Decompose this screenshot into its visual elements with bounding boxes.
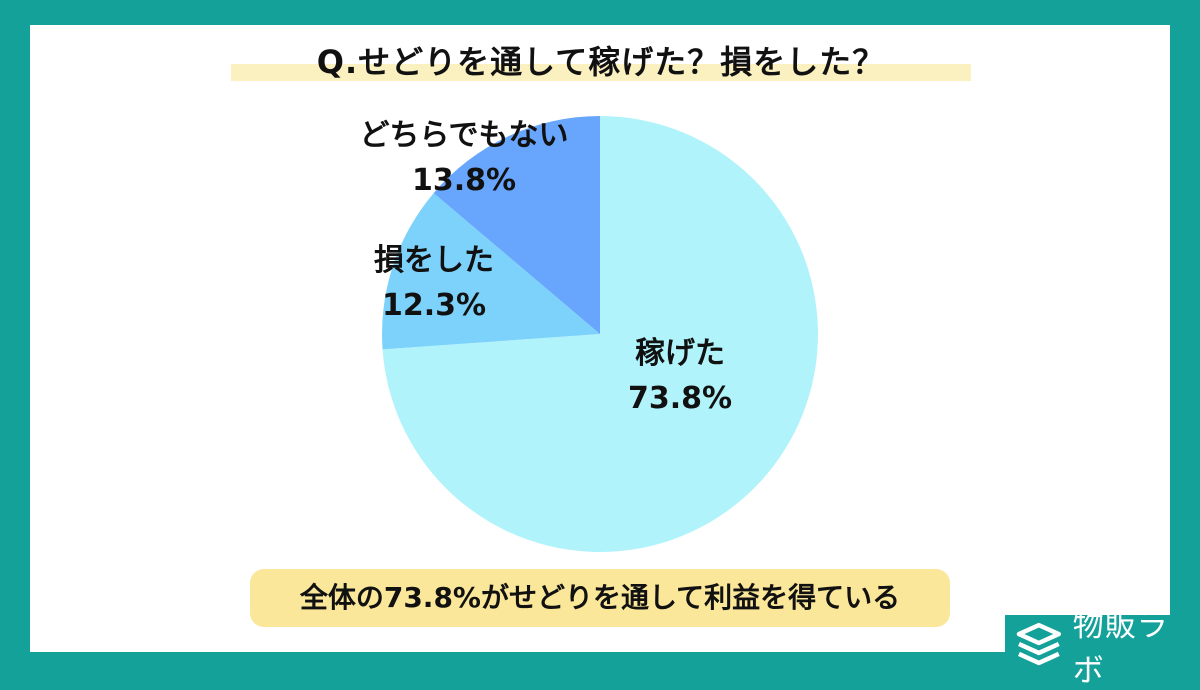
slice-value-label: 73.8%: [628, 381, 732, 416]
slice-label: どちらでもない: [359, 118, 568, 153]
slice-label: 稼げた: [635, 336, 725, 371]
pie-chart: 稼げた 73.8% 損をした 12.3% どちらでもない 13.8%: [359, 115, 819, 553]
chart-title-area: Q.せどりを通して稼げた？損をした？: [231, 38, 971, 88]
slice-value-label: 12.3%: [382, 288, 486, 323]
pie-slice-1: [382, 115, 819, 553]
slice-value-label: 13.8%: [412, 163, 516, 198]
brand-name: 物販ラボ: [1072, 608, 1169, 689]
stacked-layers-icon: [1016, 622, 1061, 666]
slice-label: 損をした: [374, 243, 494, 278]
summary-banner: 全体の73.8%がせどりを通して利益を得ている: [250, 569, 950, 627]
pie-slice-2: [382, 193, 600, 350]
pie-slice-3: [433, 116, 600, 334]
chart-title: Q.せどりを通して稼げた？損をした？: [316, 43, 886, 81]
title-highlight: [231, 64, 971, 81]
brand-badge: 物販ラボ: [1005, 608, 1200, 689]
